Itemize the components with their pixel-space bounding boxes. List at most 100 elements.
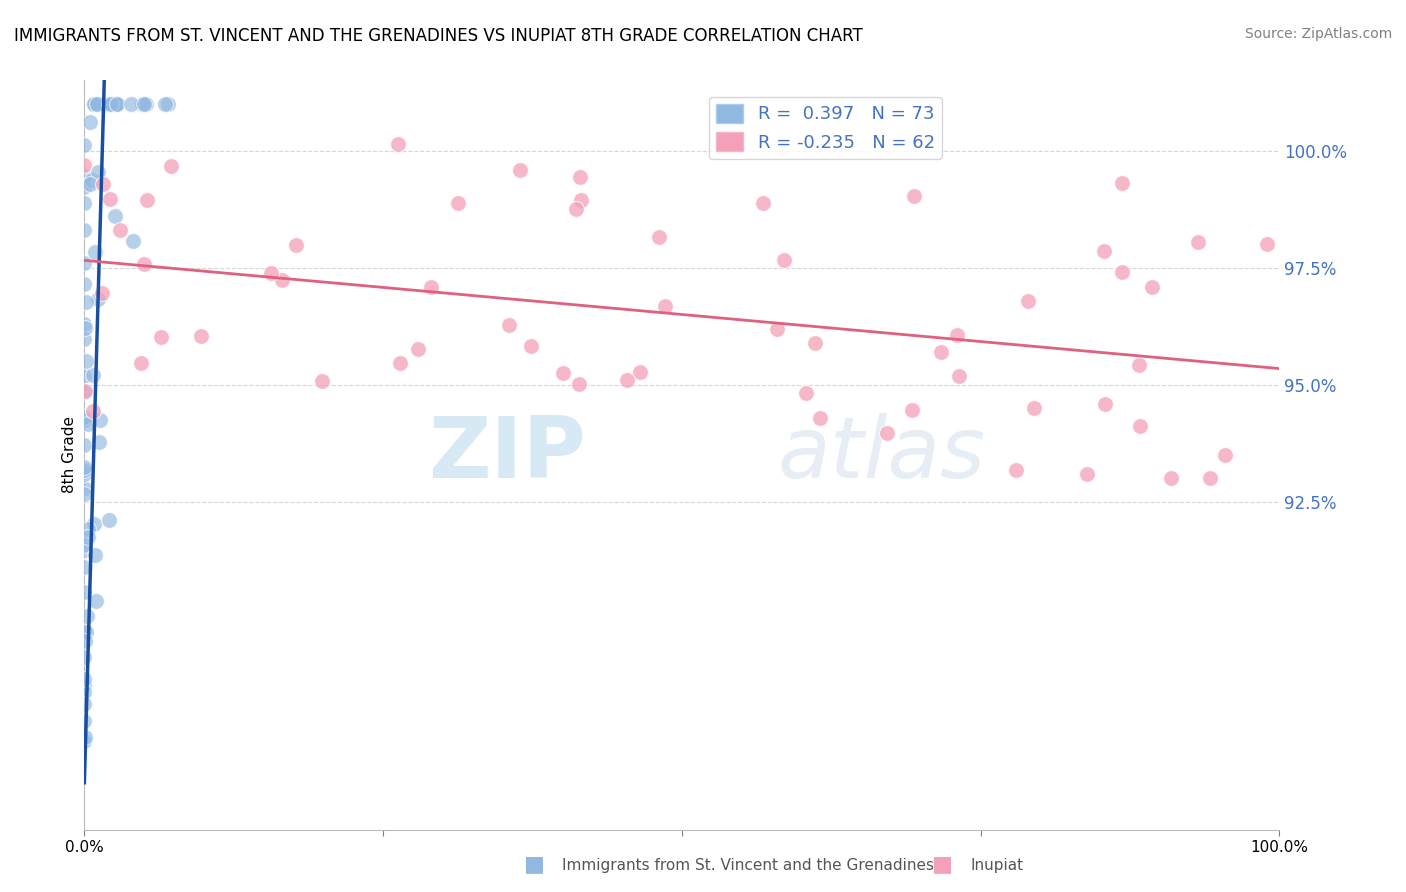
Point <box>73 697 96 711</box>
Point <box>628 365 651 379</box>
Point <box>803 335 825 350</box>
Point <box>86 96 108 111</box>
Point <box>73 672 96 686</box>
Text: Immigrants from St. Vincent and the Grenadines: Immigrants from St. Vincent and the Gren… <box>562 858 935 872</box>
Point <box>73 539 96 553</box>
Point <box>91 177 114 191</box>
Point <box>73 463 96 477</box>
Point <box>75 624 97 639</box>
Point <box>270 273 292 287</box>
Point <box>75 730 97 744</box>
Point <box>73 481 96 495</box>
Point <box>1111 265 1133 279</box>
Point <box>73 195 96 210</box>
Point <box>73 368 96 383</box>
Point <box>1076 467 1098 482</box>
Point <box>260 266 283 280</box>
Point <box>654 299 676 313</box>
Point <box>565 202 588 216</box>
Point <box>772 253 794 268</box>
Point <box>104 209 127 223</box>
Point <box>89 435 111 450</box>
Point <box>285 237 308 252</box>
Point <box>73 560 96 574</box>
Point <box>73 413 96 427</box>
Point <box>73 459 96 474</box>
Point <box>420 280 443 294</box>
Point <box>929 345 952 359</box>
Point <box>387 136 409 151</box>
Point <box>76 608 98 623</box>
Point <box>73 318 96 332</box>
Point <box>132 96 155 111</box>
Point <box>75 353 97 368</box>
Point <box>509 162 531 177</box>
Point <box>86 293 108 307</box>
Text: Inupiat: Inupiat <box>970 858 1024 872</box>
Point <box>131 96 153 111</box>
Point <box>73 332 96 346</box>
Point <box>77 417 100 431</box>
Point <box>83 96 105 111</box>
Point <box>876 425 898 440</box>
Point <box>76 522 98 536</box>
Point <box>903 189 925 203</box>
Point <box>89 413 111 427</box>
Point <box>82 173 104 187</box>
Point <box>1198 471 1220 485</box>
Point <box>945 328 967 343</box>
Point <box>1094 397 1116 411</box>
Point <box>1129 419 1152 434</box>
Point <box>73 542 96 557</box>
Point <box>498 318 520 333</box>
Point <box>132 257 155 271</box>
Point <box>311 374 333 388</box>
Point <box>73 385 96 400</box>
Point <box>91 286 114 301</box>
Point <box>647 229 669 244</box>
Point <box>73 487 96 501</box>
Point <box>190 329 212 343</box>
Point <box>86 165 108 179</box>
Point <box>73 438 96 452</box>
Point <box>98 192 121 206</box>
Point <box>73 685 96 699</box>
Text: IMMIGRANTS FROM ST. VINCENT AND THE GRENADINES VS INUPIAT 8TH GRADE CORRELATION : IMMIGRANTS FROM ST. VINCENT AND THE GREN… <box>14 27 863 45</box>
Point <box>73 678 96 692</box>
Point <box>79 114 101 128</box>
Point <box>73 256 96 270</box>
Point <box>569 193 592 207</box>
Point <box>1128 359 1150 373</box>
Point <box>73 180 96 194</box>
Point <box>98 96 121 111</box>
Text: atlas: atlas <box>778 413 986 497</box>
Point <box>82 404 104 418</box>
Point <box>77 530 100 544</box>
Point <box>1140 279 1163 293</box>
Point <box>84 548 107 562</box>
Point <box>73 158 96 172</box>
Point <box>1160 471 1182 485</box>
Point <box>105 96 128 111</box>
Point <box>93 96 115 111</box>
Point <box>73 223 96 237</box>
Point <box>83 516 105 531</box>
Point <box>1256 237 1278 252</box>
Point <box>1022 401 1045 415</box>
Point <box>150 330 173 344</box>
Point <box>901 403 924 417</box>
Point <box>766 322 789 336</box>
Point <box>73 467 96 481</box>
Point <box>135 193 157 207</box>
Point <box>1187 235 1209 249</box>
Point <box>447 196 470 211</box>
Point <box>75 384 97 398</box>
Point <box>568 376 591 391</box>
Point <box>122 234 145 248</box>
Y-axis label: 8th Grade: 8th Grade <box>62 417 77 493</box>
Point <box>520 339 543 353</box>
Point <box>98 513 121 527</box>
Point <box>1017 293 1039 308</box>
Point <box>86 96 108 111</box>
Point <box>389 356 412 370</box>
